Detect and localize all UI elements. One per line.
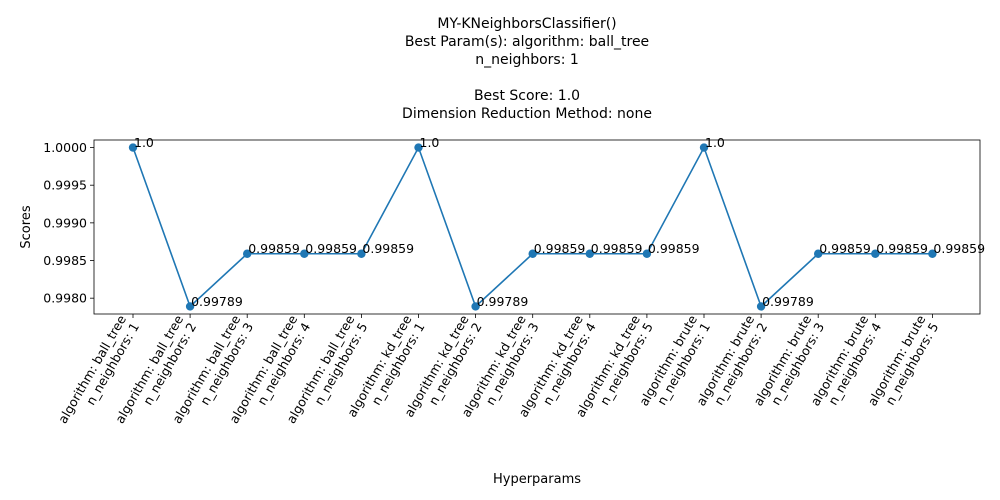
data-label: 0.99859 bbox=[534, 241, 586, 256]
y-tick-label: 0.9995 bbox=[43, 178, 87, 193]
series-scores bbox=[128, 143, 937, 311]
data-point bbox=[642, 249, 652, 258]
data-label: 0.99859 bbox=[819, 241, 871, 256]
data-point bbox=[699, 143, 709, 152]
data-point bbox=[471, 302, 480, 311]
data-label: 0.99859 bbox=[248, 241, 300, 256]
chart-title: MY-KNeighborsClassifier() Best Param(s): … bbox=[402, 16, 652, 122]
data-point bbox=[928, 249, 937, 258]
data-label: 1.0 bbox=[134, 135, 154, 150]
title-line: n_neighbors: 1 bbox=[475, 52, 579, 68]
title-line: Best Param(s): algorithm: ball_tree bbox=[405, 34, 649, 50]
data-point bbox=[414, 143, 423, 152]
y-tick-label: 0.9990 bbox=[43, 215, 87, 230]
y-axis-label: Scores bbox=[19, 205, 34, 248]
data-label: 0.99859 bbox=[591, 241, 643, 256]
title-line: Best Score: 1.0 bbox=[474, 88, 580, 104]
y-axis: 0.9980 0.9985 0.9990 0.9995 1.0000 bbox=[43, 140, 94, 306]
data-label: 0.99789 bbox=[477, 294, 529, 309]
data-point bbox=[185, 302, 195, 311]
data-point bbox=[814, 249, 823, 258]
data-point bbox=[128, 143, 138, 152]
data-label: 1.0 bbox=[705, 135, 725, 150]
data-point bbox=[243, 249, 252, 258]
data-point bbox=[357, 249, 366, 258]
data-label: 0.99859 bbox=[305, 241, 357, 256]
data-point bbox=[528, 249, 537, 258]
data-label: 0.99789 bbox=[191, 294, 243, 309]
x-axis-label: Hyperparams bbox=[493, 472, 581, 487]
data-label: 0.99859 bbox=[648, 241, 700, 256]
data-label: 0.99859 bbox=[362, 241, 414, 256]
data-point bbox=[756, 302, 766, 311]
data-point bbox=[300, 249, 309, 258]
data-point bbox=[871, 249, 880, 258]
data-label: 0.99859 bbox=[933, 241, 985, 256]
point-labels: 1.0 0.99789 0.99859 0.99859 0.99859 1.0 0.9978… bbox=[134, 135, 985, 309]
series-line bbox=[132, 145, 933, 308]
y-tick-label: 0.9985 bbox=[43, 253, 87, 268]
y-tick-label: 0.9980 bbox=[43, 291, 87, 306]
y-tick-label: 1.0000 bbox=[43, 140, 87, 155]
data-label: 0.99859 bbox=[876, 241, 928, 256]
title-line: Dimension Reduction Method: none bbox=[402, 106, 652, 122]
title-line: MY-KNeighborsClassifier() bbox=[437, 16, 616, 32]
data-point bbox=[585, 249, 594, 258]
data-label: 0.99789 bbox=[762, 294, 814, 309]
plot-area bbox=[93, 139, 981, 315]
data-label: 1.0 bbox=[420, 135, 440, 150]
